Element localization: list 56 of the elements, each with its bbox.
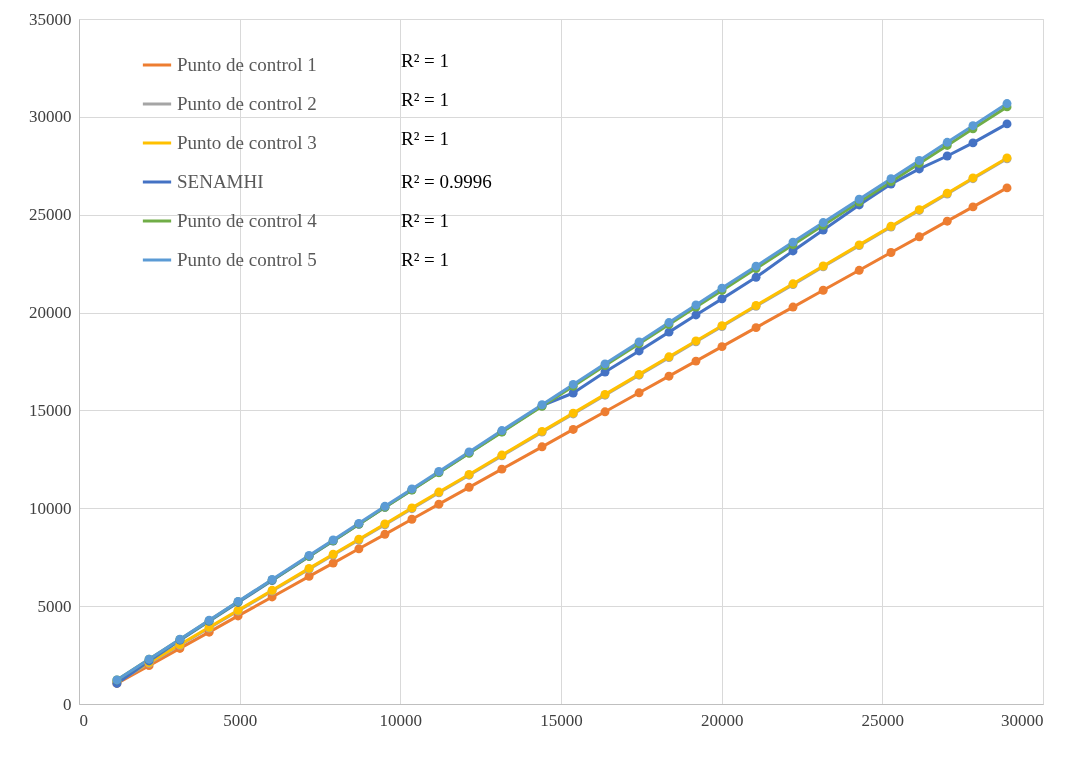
y-tick-label: 20000 xyxy=(29,303,72,323)
x-tick-label: 5000 xyxy=(223,710,258,730)
y-tick-label: 15000 xyxy=(29,400,72,420)
point xyxy=(942,151,952,161)
x-tick-label: 30000 xyxy=(1001,710,1044,730)
legend-label: Punto de control 4 xyxy=(177,210,318,231)
x-tick-label: 15000 xyxy=(540,710,583,730)
x-tick-label: 25000 xyxy=(861,710,905,730)
point xyxy=(464,482,474,492)
legend-label: Punto de control 2 xyxy=(177,93,317,114)
point xyxy=(854,265,864,275)
y-tick-label: 30000 xyxy=(29,107,72,127)
point xyxy=(691,356,701,366)
point xyxy=(380,529,390,539)
point xyxy=(942,216,952,226)
point xyxy=(751,272,761,282)
legend-label: Punto de control 5 xyxy=(177,249,317,270)
point xyxy=(1002,119,1012,129)
annotation: R² = 1 xyxy=(401,210,450,231)
legend-label: SENAMHI xyxy=(177,171,264,192)
point xyxy=(751,323,761,333)
x-tick-label: 0 xyxy=(79,710,88,730)
y-tick-label: 5000 xyxy=(37,596,72,616)
point xyxy=(717,294,727,304)
annotation: R² = 0.9996 xyxy=(401,171,492,192)
x-tick-label: 10000 xyxy=(379,710,423,730)
point xyxy=(328,558,338,568)
point xyxy=(568,424,578,434)
y-tick-label: 35000 xyxy=(29,9,72,29)
point xyxy=(968,138,978,148)
point xyxy=(968,202,978,212)
point xyxy=(634,388,644,398)
legend-label: Punto de control 1 xyxy=(177,54,317,75)
y-tick-label: 0 xyxy=(63,694,72,714)
annotation: R² = 1 xyxy=(401,50,450,71)
point xyxy=(664,371,674,381)
point xyxy=(1002,183,1012,193)
point xyxy=(434,499,444,509)
y-tick-label: 25000 xyxy=(29,205,72,225)
point xyxy=(407,514,417,524)
point xyxy=(914,232,924,242)
annotation: R² = 1 xyxy=(401,89,450,110)
point xyxy=(691,310,701,320)
point xyxy=(354,544,364,554)
point xyxy=(818,285,828,295)
point xyxy=(788,302,798,312)
point xyxy=(886,248,896,257)
point xyxy=(600,407,610,417)
x-tick-label: 20000 xyxy=(700,710,744,730)
point xyxy=(717,342,727,352)
annotation: R² = 1 xyxy=(401,128,450,149)
annotation: R² = 1 xyxy=(401,249,450,270)
point xyxy=(537,442,547,452)
y-tick-label: 10000 xyxy=(29,498,72,518)
point xyxy=(497,464,507,474)
legend-label: Punto de control 3 xyxy=(177,132,317,153)
